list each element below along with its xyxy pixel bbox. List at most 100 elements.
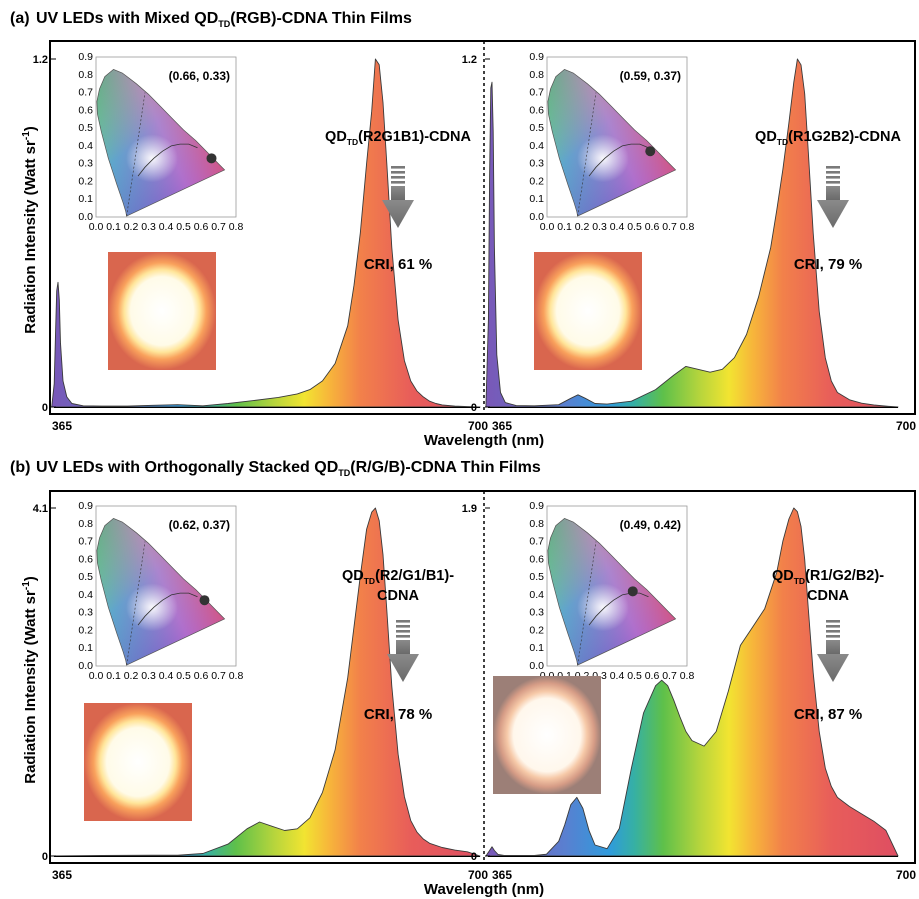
- sample-label: QDTD(R2/G1/B1)-: [342, 568, 454, 586]
- cie-y-tick: 0.4: [78, 140, 93, 152]
- row-a-frame: [49, 40, 916, 415]
- cie-coordinate-label: (0.49, 0.42): [620, 518, 681, 532]
- led-photo-glow: [493, 676, 601, 794]
- cie-coordinate-label: (0.59, 0.37): [620, 69, 681, 83]
- led-photo-glow: [84, 703, 192, 821]
- cie-x-tick: 0.6: [645, 221, 660, 233]
- y-tick-max: 1.2: [33, 54, 48, 66]
- cri-label: CRI, 87 %: [794, 706, 862, 723]
- led-photo-glow: [534, 252, 642, 370]
- planckian-locus: [137, 592, 198, 626]
- cie-color-point: [206, 153, 217, 164]
- spectrum-area: [51, 507, 481, 857]
- sample-label-line2: CDNA: [807, 588, 849, 604]
- cie-locus-outline: [96, 517, 226, 666]
- down-arrow-icon: [817, 166, 849, 228]
- cie-dashed-line: [577, 541, 597, 666]
- y-tick-zero: 0: [42, 402, 48, 414]
- cie-y-tick: 0.8: [529, 518, 544, 530]
- cie-x-tick: 0.4: [159, 221, 174, 233]
- sample-label-line2: CDNA: [377, 588, 419, 604]
- spectrum-area: [485, 58, 899, 408]
- cie-inset: (0.59, 0.37)0.00.10.20.30.40.50.60.70.80…: [529, 51, 694, 233]
- cie-x-tick: 0.1: [106, 670, 121, 682]
- cie-x-tick: 0.2: [575, 221, 590, 233]
- cie-y-tick: 0.1: [78, 193, 93, 205]
- cie-y-tick: 0.9: [78, 500, 93, 512]
- cie-y-tick: 0.2: [529, 624, 544, 636]
- cie-y-tick: 0.4: [529, 140, 544, 152]
- cie-x-tick: 0.3: [592, 221, 607, 233]
- cie-y-tick: 0.1: [78, 642, 93, 654]
- cie-white-point: [577, 134, 629, 183]
- cie-x-tick: 0.1: [557, 221, 572, 233]
- y-tick-zero: 0: [471, 402, 477, 414]
- cri-label: CRI, 79 %: [794, 256, 862, 273]
- cie-y-tick: 0.2: [529, 175, 544, 187]
- y-axis-label-b: Radiation Intensity (Watt sr-1): [21, 576, 39, 784]
- planckian-locus: [137, 143, 198, 177]
- cie-y-tick: 0.0: [78, 211, 93, 223]
- cie-x-tick: 0.7: [211, 670, 226, 682]
- cie-y-tick: 0.8: [78, 518, 93, 530]
- x-tick-700: 700: [896, 419, 916, 433]
- planckian-locus: [588, 592, 649, 626]
- cie-x-tick: 0.0: [89, 221, 104, 233]
- cie-y-tick: 0.4: [529, 589, 544, 601]
- down-arrow-icon: [387, 620, 419, 682]
- cie-white-point: [126, 134, 178, 183]
- cie-x-tick: 0.7: [662, 670, 677, 682]
- spectrum-area: [51, 58, 481, 408]
- x-tick-365: 365: [52, 868, 72, 882]
- cie-x-tick: 0.6: [194, 670, 209, 682]
- x-tick-700: 700: [468, 868, 488, 882]
- cie-y-tick: 0.6: [78, 104, 93, 116]
- cie-x-tick: 0.2: [124, 221, 139, 233]
- cie-y-tick: 0.0: [78, 660, 93, 672]
- cie-x-tick: 0.4: [159, 670, 174, 682]
- cie-x-tick: 0.8: [680, 221, 695, 233]
- cie-y-tick: 0.5: [78, 122, 93, 134]
- cie-coordinate-label: (0.62, 0.37): [169, 518, 230, 532]
- cie-dashed-line: [577, 92, 597, 217]
- cie-y-tick: 0.6: [78, 553, 93, 565]
- cie-x-tick: 0.1: [106, 221, 121, 233]
- cie-y-tick: 0.8: [78, 69, 93, 81]
- cie-x-tick: 0.4: [610, 670, 625, 682]
- x-axis-label-b: Wavelength (nm): [424, 881, 544, 898]
- cie-x-tick: 0.7: [662, 221, 677, 233]
- y-tick-zero: 0: [42, 851, 48, 863]
- cie-y-tick: 0.1: [529, 193, 544, 205]
- cie-y-tick: 0.3: [78, 607, 93, 619]
- cie-locus-outline: [547, 517, 677, 666]
- cie-inset: (0.62, 0.37)0.00.10.20.30.40.50.60.70.80…: [78, 500, 243, 682]
- down-arrow-icon: [382, 166, 414, 228]
- y-tick-max: 4.1: [33, 503, 48, 515]
- x-tick-365: 365: [492, 419, 512, 433]
- cie-y-tick: 0.8: [529, 69, 544, 81]
- cie-y-tick: 0.3: [78, 158, 93, 170]
- down-arrow-icon: [817, 620, 849, 682]
- spectrum-area: [485, 507, 899, 857]
- cie-y-tick: 0.5: [529, 122, 544, 134]
- cie-y-tick: 0.7: [529, 87, 544, 99]
- cie-y-tick: 0.3: [529, 607, 544, 619]
- sample-label: QDTD(R2G1B1)-CDNA: [325, 129, 471, 147]
- cie-x-tick: 0.5: [176, 670, 191, 682]
- x-axis-label-a: Wavelength (nm): [424, 432, 544, 449]
- cie-y-tick: 0.5: [78, 571, 93, 583]
- row-b-heading: UV LEDs with Orthogonally Stacked QDTD(R…: [36, 459, 541, 478]
- cie-dashed-line: [126, 92, 146, 217]
- cie-locus-outline: [547, 68, 677, 217]
- x-tick-365: 365: [492, 868, 512, 882]
- y-axis-label-a: Radiation Intensity (Watt sr-1): [21, 126, 39, 334]
- cie-x-tick: 0.6: [645, 670, 660, 682]
- cie-y-tick: 0.6: [529, 104, 544, 116]
- x-tick-700: 700: [468, 419, 488, 433]
- cie-white-point: [577, 583, 629, 632]
